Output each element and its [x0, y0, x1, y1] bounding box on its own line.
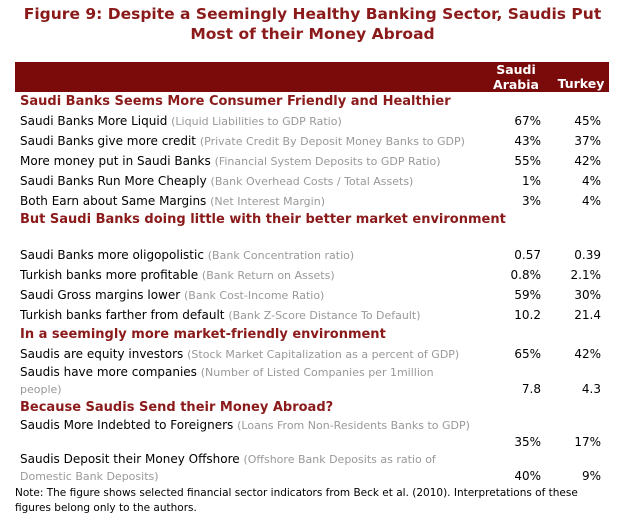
turkey-value: 42% — [574, 154, 601, 168]
table-row: Saudis are equity investors (Stock Marke… — [15, 344, 609, 364]
turkey-value: 17% — [574, 435, 601, 449]
table-row: Saudis More Indebted to Foreigners (Loan… — [15, 417, 609, 451]
footnote: Note: The figure shows selected financia… — [15, 487, 578, 514]
table-row: Turkish banks more profitable (Bank Retu… — [15, 265, 609, 285]
saudi-value: 35% — [514, 435, 541, 449]
saudi-value: 67% — [514, 114, 541, 128]
row-label: Saudis More Indebted to Foreigners — [20, 418, 234, 432]
section-heading: In a seemingly more market-friendly envi… — [20, 327, 386, 342]
saudi-value: 43% — [514, 134, 541, 148]
table-row: Saudi Banks give more credit (Private Cr… — [15, 131, 609, 151]
table-row: Saudis Deposit their Money Offshore (Off… — [15, 451, 609, 485]
row-label: Saudi Banks give more credit — [20, 134, 197, 148]
table-row: More money put in Saudi Banks (Financial… — [15, 151, 609, 171]
turkey-value: 2.1% — [570, 268, 602, 282]
saudi-value: 10.2 — [514, 308, 541, 322]
turkey-value: 4.3 — [581, 382, 601, 396]
turkey-value: 37% — [574, 134, 601, 148]
row-label: More money put in Saudi Banks — [20, 154, 211, 168]
section-heading: Because Saudis Send their Money Abroad? — [20, 400, 334, 415]
column-header-saudi-arabia: Saudi Arabia — [493, 62, 539, 92]
row-label: Saudi Banks More Liquid — [20, 114, 168, 128]
row-note: (Bank Z-Score Distance To Default) — [228, 309, 421, 322]
row-label: Both Earn about Same Margins — [20, 194, 207, 208]
table-row: Both Earn about Same Margins (Net Intere… — [15, 191, 609, 211]
row-note: (Loans From Non-Residents Banks to GDP) — [237, 419, 470, 432]
turkey-value: 45% — [574, 114, 601, 128]
table-body: Saudi Banks Seems More Consumer Friendly… — [15, 92, 609, 485]
row-note: (Bank Return on Assets) — [201, 269, 335, 282]
row-note: (Bank Overhead Costs / Total Assets) — [210, 175, 414, 188]
table-row: Saudi Banks more oligopolistic (Bank Con… — [15, 245, 609, 265]
row-note: (Offshore Bank Deposits as ratio of Dome… — [20, 453, 436, 483]
turkey-value: 0.39 — [574, 248, 601, 262]
saudi-value: 3% — [521, 194, 541, 208]
table-row: Saudis have more companies (Number of Li… — [15, 364, 609, 398]
row-label: Saudis have more companies — [20, 365, 197, 379]
turkey-value: 9% — [581, 469, 601, 483]
saudi-value: 65% — [514, 347, 541, 361]
saudi-value: 7.8 — [521, 382, 541, 396]
row-label: Saudi Gross margins lower — [20, 288, 181, 302]
row-label: Saudi Banks more oligopolistic — [20, 248, 204, 262]
turkey-value: 30% — [574, 288, 601, 302]
figure-title: Figure 9: Despite a Seemingly Healthy Ba… — [23, 5, 602, 43]
row-note: (Private Credit By Deposit Money Banks t… — [199, 135, 465, 148]
table-row: Saudi Gross margins lower (Bank Cost-Inc… — [15, 285, 609, 305]
row-note: (Bank Cost-Income Ratio) — [184, 289, 325, 302]
section-heading: Saudi Banks Seems More Consumer Friendly… — [20, 94, 451, 109]
row-label: Turkish banks farther from default — [20, 308, 225, 322]
row-label: Saudis are equity investors — [20, 347, 184, 361]
saudi-value: 55% — [514, 154, 541, 168]
saudi-value: 40% — [514, 469, 541, 483]
table-header: Saudi Arabia Turkey — [15, 62, 609, 92]
table-row: Saudi Banks More Liquid (Liquid Liabilit… — [15, 111, 609, 131]
table-row: Turkish banks farther from default (Bank… — [15, 305, 609, 325]
saudi-value: 1% — [521, 174, 541, 188]
table-row: Saudi Banks Run More Cheaply (Bank Overh… — [15, 171, 609, 191]
row-label: Turkish banks more profitable — [20, 268, 199, 282]
saudi-value: 59% — [514, 288, 541, 302]
row-note: (Number of Listed Companies per 1million… — [20, 366, 434, 396]
turkey-value: 21.4 — [574, 308, 601, 322]
row-note: (Net Interest Margin) — [210, 195, 325, 208]
row-note: (Bank Concentration ratio) — [207, 249, 355, 262]
row-label: Saudis Deposit their Money Offshore — [20, 452, 240, 466]
section-heading: But Saudi Banks doing little with their … — [20, 212, 506, 227]
column-header-turkey: Turkey — [557, 76, 605, 91]
saudi-value: 0.8% — [510, 268, 542, 282]
turkey-value: 4% — [581, 174, 601, 188]
saudi-value: 0.57 — [514, 248, 541, 262]
row-note: (Stock Market Capitalization as a percen… — [187, 348, 460, 361]
turkey-value: 42% — [574, 347, 601, 361]
row-label: Saudi Banks Run More Cheaply — [20, 174, 207, 188]
row-note: (Liquid Liabilities to GDP Ratio) — [171, 115, 342, 128]
turkey-value: 4% — [581, 194, 601, 208]
row-note: (Financial System Deposits to GDP Ratio) — [214, 155, 441, 168]
